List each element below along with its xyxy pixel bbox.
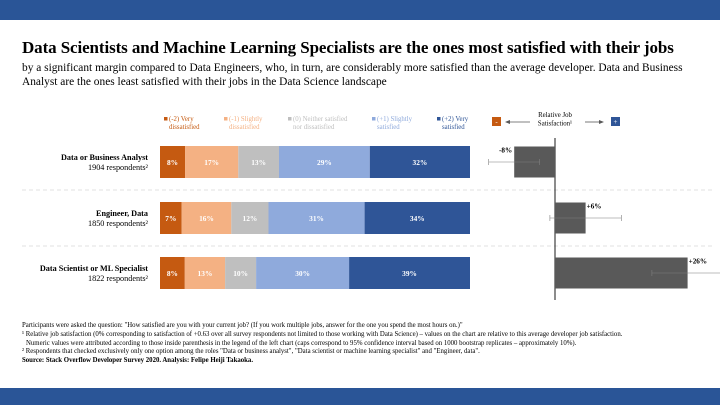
segment-value-label: 34%	[410, 214, 425, 223]
legend-label: dissatisfied	[169, 124, 200, 131]
stacked-bar-segment	[278, 146, 370, 178]
segment-value-label: 7%	[165, 214, 176, 223]
relative-axis-label: Satisfaction¹	[538, 121, 572, 128]
stacked-bar-segment	[238, 146, 279, 178]
segment-value-label: 8%	[167, 158, 178, 167]
stacked-bar-segment	[268, 202, 365, 234]
legend-label: satisfied	[442, 124, 465, 131]
segment-value-label: 8%	[167, 269, 178, 278]
footnotes: Participants were asked the question: "H…	[22, 322, 712, 366]
legend-swatch	[288, 117, 292, 121]
legend-swatch	[372, 117, 376, 121]
segment-value-label: 13%	[198, 269, 213, 278]
legend-label: (0) Neither satisfied	[293, 116, 348, 123]
segment-value-label: 39%	[402, 269, 417, 278]
legend-label: (+1) Slightly	[377, 116, 413, 123]
source-credit: Source: Stack Overflow Developer Survey …	[22, 357, 254, 365]
relative-axis-label: Relative Job	[538, 112, 572, 119]
stacked-bar-segment	[231, 202, 269, 234]
footnote-question: Participants were asked the question: "H…	[22, 322, 463, 329]
legend-label: (+2) Very	[442, 116, 469, 123]
top-banner	[0, 0, 720, 20]
positive-arrow-head	[599, 120, 604, 124]
stacked-bar-segment	[181, 202, 232, 234]
stacked-bar-segment	[160, 257, 185, 289]
footnote-respondents: ² Respondents that checked exclusively o…	[22, 348, 480, 356]
negative-marker-label: -	[495, 118, 498, 126]
stacked-bar-segment	[225, 257, 257, 289]
segment-value-label: 32%	[413, 158, 428, 167]
relative-value-label: +26%	[689, 258, 707, 266]
segment-value-label: 13%	[251, 158, 266, 167]
stacked-bar-segment	[160, 146, 186, 178]
positive-marker-label: +	[614, 118, 618, 126]
page-subtitle: by a significant margin compared to Data…	[22, 62, 683, 88]
category-label: Data Scientist or ML Specialist	[40, 264, 148, 273]
segment-value-label: 17%	[204, 158, 219, 167]
respondents-label: 1850 respondents²	[88, 219, 149, 228]
positive-marker-box	[611, 117, 620, 126]
legend-label: (-2) Very	[169, 116, 194, 123]
segment-value-label: 31%	[309, 214, 324, 223]
footnote-values: Numeric values were attributed according…	[26, 339, 577, 347]
segment-value-label: 10%	[233, 269, 248, 278]
segment-value-label: 30%	[295, 269, 310, 278]
legend-label: (-1) Slightly	[229, 116, 263, 123]
respondents-label: 1822 respondents²	[88, 274, 149, 283]
negative-arrow-head	[505, 120, 510, 124]
stacked-bar-segment	[184, 257, 226, 289]
negative-marker-box	[492, 117, 501, 126]
segment-value-label: 12%	[243, 214, 258, 223]
legend-label: nor dissatisfied	[293, 124, 335, 131]
bottom-banner	[0, 388, 720, 405]
respondents-label: 1904 respondents²	[88, 163, 149, 172]
page-title: Data Scientists and Machine Learning Spe…	[22, 38, 674, 57]
relative-value-label: +6%	[587, 203, 602, 211]
category-label: Engineer, Data	[96, 209, 148, 218]
stacked-bar-segment	[160, 202, 182, 234]
footnote-relative: ¹ Relative job satisfaction (0% correspo…	[22, 330, 623, 338]
segment-value-label: 29%	[317, 158, 332, 167]
stacked-bar-segment	[185, 146, 239, 178]
legend-swatch	[164, 117, 168, 121]
stacked-bar-segment	[256, 257, 350, 289]
legend-swatch	[437, 117, 441, 121]
stacked-bar-segment	[349, 257, 470, 289]
segment-value-label: 16%	[199, 214, 214, 223]
legend-label: satisfied	[377, 124, 400, 131]
stacked-bar-segment	[364, 202, 470, 234]
stacked-bar-segment	[369, 146, 470, 178]
legend-label: dissatisfied	[229, 124, 260, 131]
legend-swatch	[224, 117, 228, 121]
category-label: Data or Business Analyst	[61, 153, 148, 162]
relative-value-label: -8%	[499, 147, 512, 155]
